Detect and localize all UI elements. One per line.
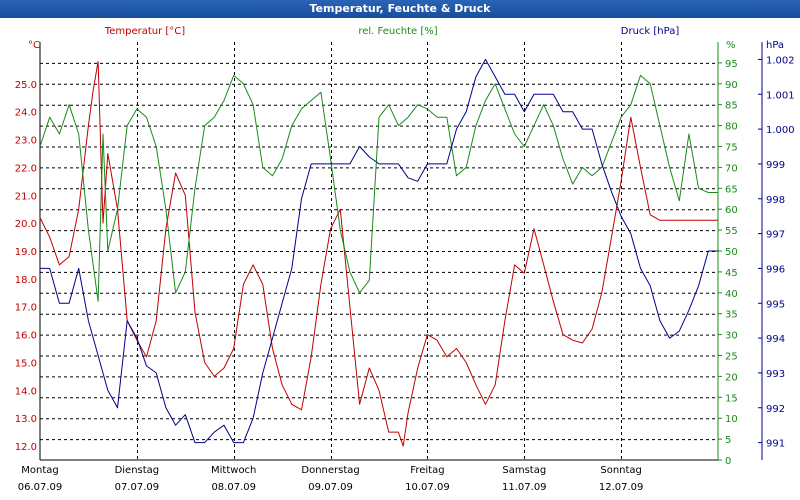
day-date-label: 06.07.09 bbox=[18, 482, 63, 493]
temperature-tick-label: 19.0 bbox=[15, 247, 37, 258]
temperature-tick-label: 24.0 bbox=[15, 108, 37, 119]
day-date-label: 11.07.09 bbox=[502, 482, 547, 493]
temperature-tick-label: 22.0 bbox=[15, 163, 37, 174]
humidity-tick-label: 70 bbox=[725, 163, 738, 174]
humidity-tick-label: 35 bbox=[725, 310, 738, 321]
humidity-tick-label: 75 bbox=[725, 143, 738, 154]
temperature-tick-label: 21.0 bbox=[15, 191, 37, 202]
temperature-tick-label: 13.0 bbox=[15, 414, 37, 425]
pressure-tick-label: 1.002 bbox=[766, 55, 795, 66]
pressure-tick-label: 1.000 bbox=[766, 125, 795, 136]
temperature-tick-label: 20.0 bbox=[15, 219, 37, 230]
day-date-label: 08.07.09 bbox=[211, 482, 256, 493]
humidity-tick-label: 80 bbox=[725, 122, 738, 133]
humidity-tick-label: 15 bbox=[725, 393, 738, 404]
humidity-tick-label: 50 bbox=[725, 247, 738, 258]
temperature-tick-label: 14.0 bbox=[15, 386, 37, 397]
pressure-axis-unit: hPa bbox=[766, 40, 784, 51]
humidity-tick-label: 90 bbox=[725, 80, 738, 91]
tick-labels: 12.0 13.0 14.0 15.0 16.0 17.0 18.0 19.0 20.0 21.0… bbox=[15, 55, 795, 467]
pressure-tick-label: 996 bbox=[766, 264, 785, 275]
pressure-axis-title: Druck [hPa] bbox=[621, 26, 680, 37]
temperature-tick-label: 23.0 bbox=[15, 136, 37, 147]
day-name-label: Donnerstag bbox=[301, 465, 359, 476]
humidity-tick-label: 55 bbox=[725, 226, 738, 237]
pressure-tick-label: 993 bbox=[766, 369, 785, 380]
day-labels: Montag 06.07.09 Dienstag 07.07.09 Mittwoch 08… bbox=[18, 465, 644, 493]
day-name-label: Samstag bbox=[502, 465, 546, 476]
pressure-tick-label: 997 bbox=[766, 230, 785, 241]
pressure-tick-label: 998 bbox=[766, 195, 785, 206]
pressure-tick-label: 999 bbox=[766, 160, 785, 171]
humidity-tick-label: 95 bbox=[725, 59, 738, 70]
humidity-tick-label: 85 bbox=[725, 101, 738, 112]
humidity-tick-label: 30 bbox=[725, 331, 738, 342]
temperature-tick-label: 12.0 bbox=[15, 442, 37, 453]
day-name-label: Sonntag bbox=[600, 465, 642, 476]
humidity-tick-label: 45 bbox=[725, 268, 738, 279]
temperature-tick-label: 15.0 bbox=[15, 358, 37, 369]
day-name-label: Freitag bbox=[410, 465, 444, 476]
humidity-tick-label: 25 bbox=[725, 352, 738, 363]
pressure-tick-label: 994 bbox=[766, 334, 785, 345]
humidity-series-line bbox=[39, 74, 718, 302]
day-date-label: 10.07.09 bbox=[405, 482, 450, 493]
pressure-tick-label: 1.001 bbox=[766, 90, 795, 101]
temperature-tick-label: 18.0 bbox=[15, 275, 37, 286]
series bbox=[39, 58, 718, 447]
humidity-axis-title: rel. Feuchte [%] bbox=[358, 26, 437, 37]
day-date-label: 09.07.09 bbox=[308, 482, 353, 493]
humidity-tick-label: 60 bbox=[725, 205, 738, 216]
humidity-axis-unit: % bbox=[726, 40, 736, 51]
temperature-tick-label: 17.0 bbox=[15, 303, 37, 314]
pressure-tick-label: 995 bbox=[766, 299, 785, 310]
temperature-axis-unit: °C bbox=[28, 40, 40, 51]
pressure-tick-label: 992 bbox=[766, 404, 785, 415]
pressure-tick-label: 991 bbox=[766, 439, 785, 450]
humidity-tick-label: 5 bbox=[725, 435, 731, 446]
humidity-tick-label: 0 bbox=[725, 456, 731, 467]
temperature-axis-title: Temperatur [°C] bbox=[104, 26, 185, 37]
chart-canvas: °C Temperatur [°C] rel. Feuchte [%] Druc… bbox=[15, 26, 795, 493]
window-title: Temperatur, Feuchte & Druck bbox=[0, 0, 800, 18]
humidity-tick-label: 40 bbox=[725, 289, 738, 300]
day-name-label: Dienstag bbox=[115, 465, 160, 476]
humidity-tick-label: 10 bbox=[725, 414, 738, 425]
humidity-tick-label: 20 bbox=[725, 372, 738, 383]
day-name-label: Mittwoch bbox=[211, 465, 256, 476]
day-name-label: Montag bbox=[21, 465, 58, 476]
pressure-series-line bbox=[40, 58, 718, 444]
humidity-tick-label: 65 bbox=[725, 184, 738, 195]
day-date-label: 07.07.09 bbox=[115, 482, 160, 493]
temperature-tick-label: 16.0 bbox=[15, 331, 37, 342]
grid bbox=[40, 42, 718, 460]
axes: °C Temperatur [°C] rel. Feuchte [%] Druc… bbox=[28, 26, 784, 461]
temperature-tick-label: 25.0 bbox=[15, 80, 37, 91]
day-date-label: 12.07.09 bbox=[599, 482, 644, 493]
